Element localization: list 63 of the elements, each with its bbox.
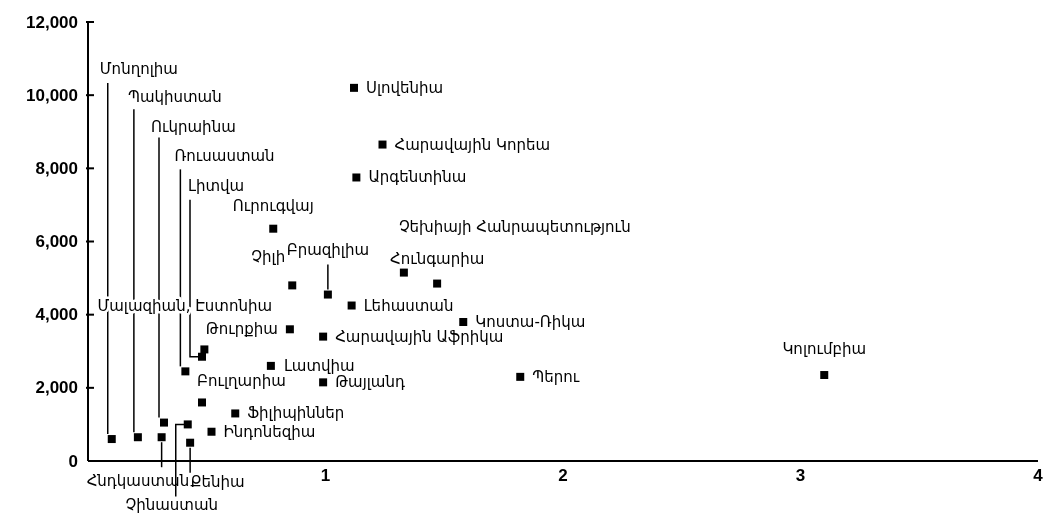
annotation: Բրազիլիա: [286, 240, 370, 259]
point: [350, 83, 358, 92]
annotation: Ուկրաինա: [151, 117, 236, 136]
annotation: Թայլանդ: [335, 373, 405, 392]
point: [157, 433, 166, 442]
point: [266, 361, 275, 370]
point: [285, 325, 294, 334]
point: [207, 427, 216, 436]
x-tick-label: 1: [320, 466, 331, 486]
annotation: Քենիա: [190, 472, 245, 491]
point: [352, 173, 361, 182]
y-tick-label: 6,000: [35, 232, 78, 251]
point: [319, 332, 328, 341]
annotation: Թուրքիա: [205, 320, 278, 339]
annotation: Պակիստան: [127, 88, 222, 107]
annotation: Սլովենիա: [366, 78, 444, 97]
annotation: Հունգարիա: [389, 249, 485, 268]
point: [133, 433, 142, 442]
point: [399, 268, 408, 277]
point: [181, 367, 190, 376]
point: [433, 279, 442, 288]
annotation: Հարավային Կորեա: [394, 135, 551, 154]
x-tick-label: 2: [558, 466, 568, 486]
annotation: Լեհաստան: [363, 296, 454, 315]
point: [459, 317, 468, 326]
point: [319, 378, 328, 387]
point: [231, 409, 240, 418]
point: [323, 290, 332, 299]
annotation: Պերու: [532, 367, 580, 386]
annotation: Արգենտինա: [368, 168, 467, 187]
point: [820, 371, 829, 380]
point: [200, 345, 209, 354]
annotation: Բուլղարիա: [197, 372, 286, 391]
point: [269, 224, 278, 233]
point: [288, 281, 297, 290]
point: [198, 352, 206, 361]
annotation: Լատվիա: [283, 356, 355, 375]
annotation: Լիտվա: [188, 176, 245, 195]
x-tick-label: 4: [1033, 466, 1044, 486]
annotation: Ինդոնեզիա: [223, 422, 316, 441]
y-tick-label: 4,000: [35, 305, 78, 325]
point: [516, 372, 525, 381]
point: [347, 301, 356, 310]
annotation: Չինաստան: [125, 496, 219, 515]
point: [160, 418, 168, 427]
y-tick-label: 0: [68, 451, 78, 471]
annotation: Մոնղոլիա: [99, 60, 178, 79]
point: [107, 435, 116, 444]
annotation: Ֆիլիպիններ: [247, 404, 345, 423]
x-tick-label: 3: [795, 466, 806, 486]
annotation: Չեխիայի Հանրապետություն: [398, 217, 631, 236]
y-tick-label: 10,000: [26, 85, 78, 105]
point: [186, 438, 195, 447]
y-tick-label: 12,000: [26, 12, 78, 32]
annotation: Ուրուգվայ: [232, 196, 314, 215]
point: [198, 398, 206, 407]
annotation: Կոլումբիա: [782, 340, 867, 359]
y-tick-label: 8,000: [35, 158, 78, 178]
point: [378, 140, 387, 149]
y-tick-label: 2,000: [35, 378, 78, 398]
point: [183, 420, 192, 429]
annotation: Ռուսաստան: [174, 147, 275, 166]
annotation: Չիլի: [251, 248, 286, 267]
